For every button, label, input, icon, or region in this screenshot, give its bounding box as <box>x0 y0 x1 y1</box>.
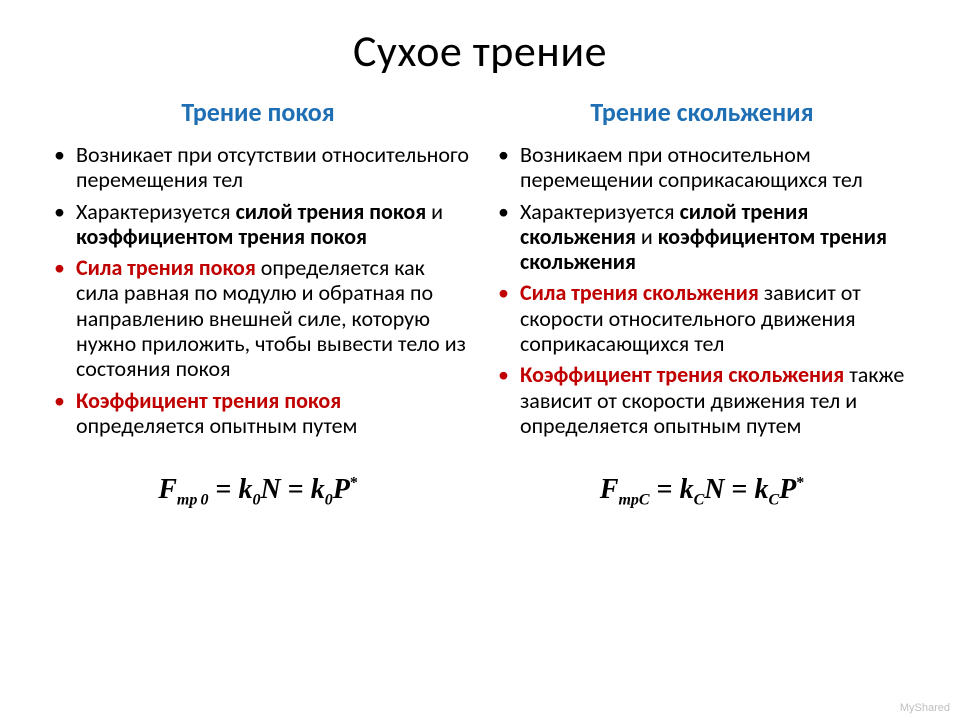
list-item: Возникает при отсутствии относительного … <box>50 142 472 193</box>
list-item: Коэффициент трения покоя определяется оп… <box>50 388 472 439</box>
watermark: MyShared <box>900 702 950 714</box>
right-subhead: Трение скольжения <box>488 96 916 128</box>
slide-title: Сухое трение <box>44 24 916 78</box>
left-subhead: Трение покоя <box>44 96 472 128</box>
list-item: Коэффициент трения скольжения также зави… <box>494 362 916 438</box>
list-item: Возникаем при относительном перемещении … <box>494 142 916 193</box>
list-item: Характеризуется силой трения покоя и коэ… <box>50 199 472 250</box>
list-item: Сила трения скольжения зависит от скорос… <box>494 280 916 356</box>
right-list: Возникаем при относительном перемещении … <box>488 142 916 438</box>
slide: Сухое трение Трение покоя Возникает при … <box>0 0 960 720</box>
left-formula: Fmp 0 = k0N = k0P* <box>44 474 472 510</box>
columns: Трение покоя Возникает при отсутствии от… <box>44 96 916 456</box>
formula-row: Fmp 0 = k0N = k0P* FmpC = kCN = kCP* <box>44 474 916 510</box>
list-item: Характеризуется силой трения скольжения … <box>494 199 916 275</box>
left-list: Возникает при отсутствии относительного … <box>44 142 472 438</box>
right-column: Трение скольжения Возникаем при относите… <box>488 96 916 456</box>
list-item: Сила трения покоя определяется как сила … <box>50 255 472 381</box>
left-column: Трение покоя Возникает при отсутствии от… <box>44 96 472 456</box>
right-formula: FmpC = kCN = kCP* <box>488 474 916 510</box>
